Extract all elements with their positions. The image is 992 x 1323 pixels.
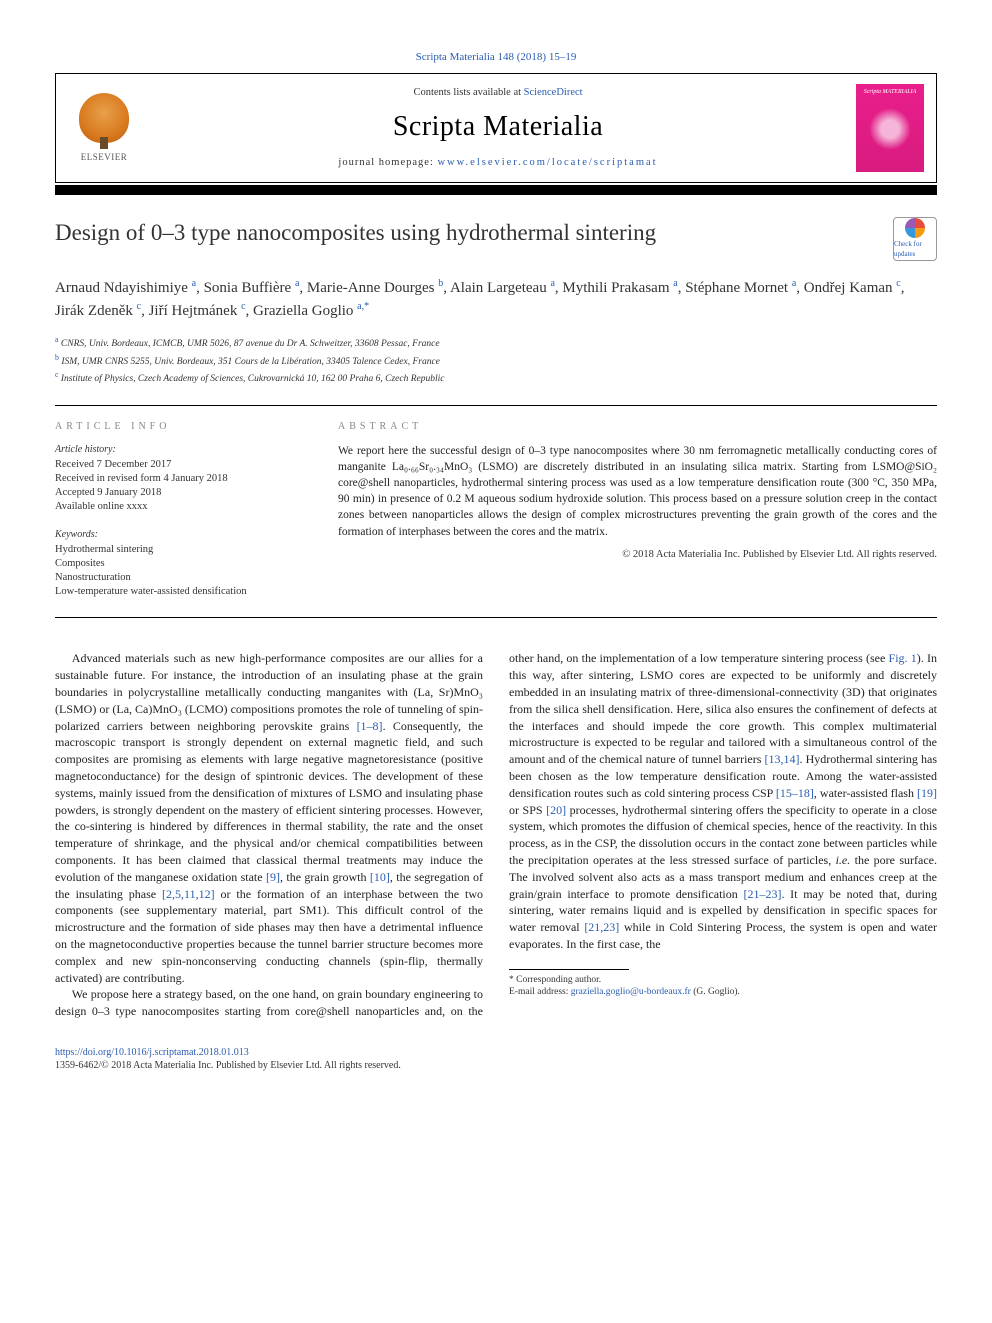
- section-divider: [55, 617, 937, 618]
- page-footer: https://doi.org/10.1016/j.scriptamat.201…: [55, 1046, 937, 1073]
- publisher-logo: ELSEVIER: [68, 88, 140, 168]
- crossmark-badge[interactable]: Check for updates: [893, 217, 937, 261]
- keyword: Composites: [55, 557, 310, 571]
- affiliation: a CNRS, Univ. Bordeaux, ICMCB, UMR 5026,…: [55, 334, 937, 351]
- elsevier-tree-icon: [79, 93, 129, 143]
- keyword: Nanostructuration: [55, 571, 310, 585]
- history-line: Received in revised form 4 January 2018: [55, 472, 310, 486]
- citation-link[interactable]: [21–23]: [743, 887, 781, 901]
- history-line: Available online xxxx: [55, 500, 310, 514]
- body-columns: Advanced materials such as new high-perf…: [55, 650, 937, 1020]
- abstract-copyright: © 2018 Acta Materialia Inc. Published by…: [338, 548, 937, 562]
- citation-link[interactable]: [10]: [370, 870, 390, 884]
- affiliation-list: a CNRS, Univ. Bordeaux, ICMCB, UMR 5026,…: [55, 334, 937, 386]
- banner-underline: [55, 185, 937, 195]
- affiliation: c Institute of Physics, Czech Academy of…: [55, 369, 937, 386]
- cover-art-icon: [869, 108, 911, 150]
- journal-banner: ELSEVIER Contents lists available at Sci…: [55, 73, 937, 183]
- abstract-heading: abstract: [338, 420, 937, 434]
- issn-copyright: 1359-6462/© 2018 Acta Materialia Inc. Pu…: [55, 1059, 937, 1073]
- homepage-line: journal homepage: www.elsevier.com/locat…: [140, 156, 856, 170]
- citation-link[interactable]: [1–8]: [357, 719, 383, 733]
- history-heading: Article history:: [55, 443, 310, 457]
- citation-link[interactable]: [20]: [546, 803, 566, 817]
- figure-link[interactable]: Fig. 1: [889, 651, 917, 665]
- crossmark-label: Check for updates: [894, 240, 936, 259]
- crossmark-icon: [905, 218, 925, 238]
- email-owner: (G. Goglio).: [691, 987, 740, 997]
- contents-prefix: Contents lists available at: [413, 87, 523, 98]
- corresponding-author-note: * Corresponding author. E-mail address: …: [509, 974, 937, 999]
- journal-name: Scripta Materialia: [140, 108, 856, 146]
- homepage-prefix: journal homepage:: [338, 157, 437, 168]
- email-label: E-mail address:: [509, 987, 571, 997]
- citation-link[interactable]: [9]: [266, 870, 280, 884]
- cover-title: Scripta MATERIALIA: [864, 88, 917, 96]
- body-paragraph: Advanced materials such as new high-perf…: [55, 650, 483, 986]
- footnote-separator: [509, 969, 629, 970]
- doi-link[interactable]: https://doi.org/10.1016/j.scriptamat.201…: [55, 1047, 249, 1058]
- citation-link[interactable]: [15–18]: [776, 786, 814, 800]
- article-info-heading: article info: [55, 420, 310, 434]
- author-email-link[interactable]: graziella.goglio@u-bordeaux.fr: [571, 987, 691, 997]
- footnote-marker: * Corresponding author.: [509, 974, 937, 986]
- affiliation: b ISM, UMR CNRS 5255, Univ. Bordeaux, 35…: [55, 352, 937, 369]
- citation-link[interactable]: [2,5,11,12]: [162, 887, 215, 901]
- citation-link[interactable]: [13,14]: [765, 752, 800, 766]
- keyword: Low-temperature water-assisted densifica…: [55, 585, 310, 599]
- history-line: Received 7 December 2017: [55, 458, 310, 472]
- article-title: Design of 0–3 type nanocomposites using …: [55, 217, 873, 248]
- author-list: Arnaud Ndayishimiye a, Sonia Buffière a,…: [55, 277, 937, 323]
- citation-link[interactable]: [21,23]: [584, 920, 619, 934]
- citation-link[interactable]: [19]: [917, 786, 937, 800]
- history-line: Accepted 9 January 2018: [55, 486, 310, 500]
- running-citation: Scripta Materialia 148 (2018) 15–19: [55, 50, 937, 65]
- homepage-link[interactable]: www.elsevier.com/locate/scriptamat: [437, 157, 657, 168]
- journal-cover-thumb: Scripta MATERIALIA: [856, 84, 924, 172]
- keywords-heading: Keywords:: [55, 528, 310, 542]
- abstract-text: We report here the successful design of …: [338, 443, 937, 540]
- publisher-name: ELSEVIER: [81, 151, 128, 163]
- sciencedirect-link[interactable]: ScienceDirect: [524, 87, 583, 98]
- contents-list-line: Contents lists available at ScienceDirec…: [140, 86, 856, 100]
- keyword: Hydrothermal sintering: [55, 543, 310, 557]
